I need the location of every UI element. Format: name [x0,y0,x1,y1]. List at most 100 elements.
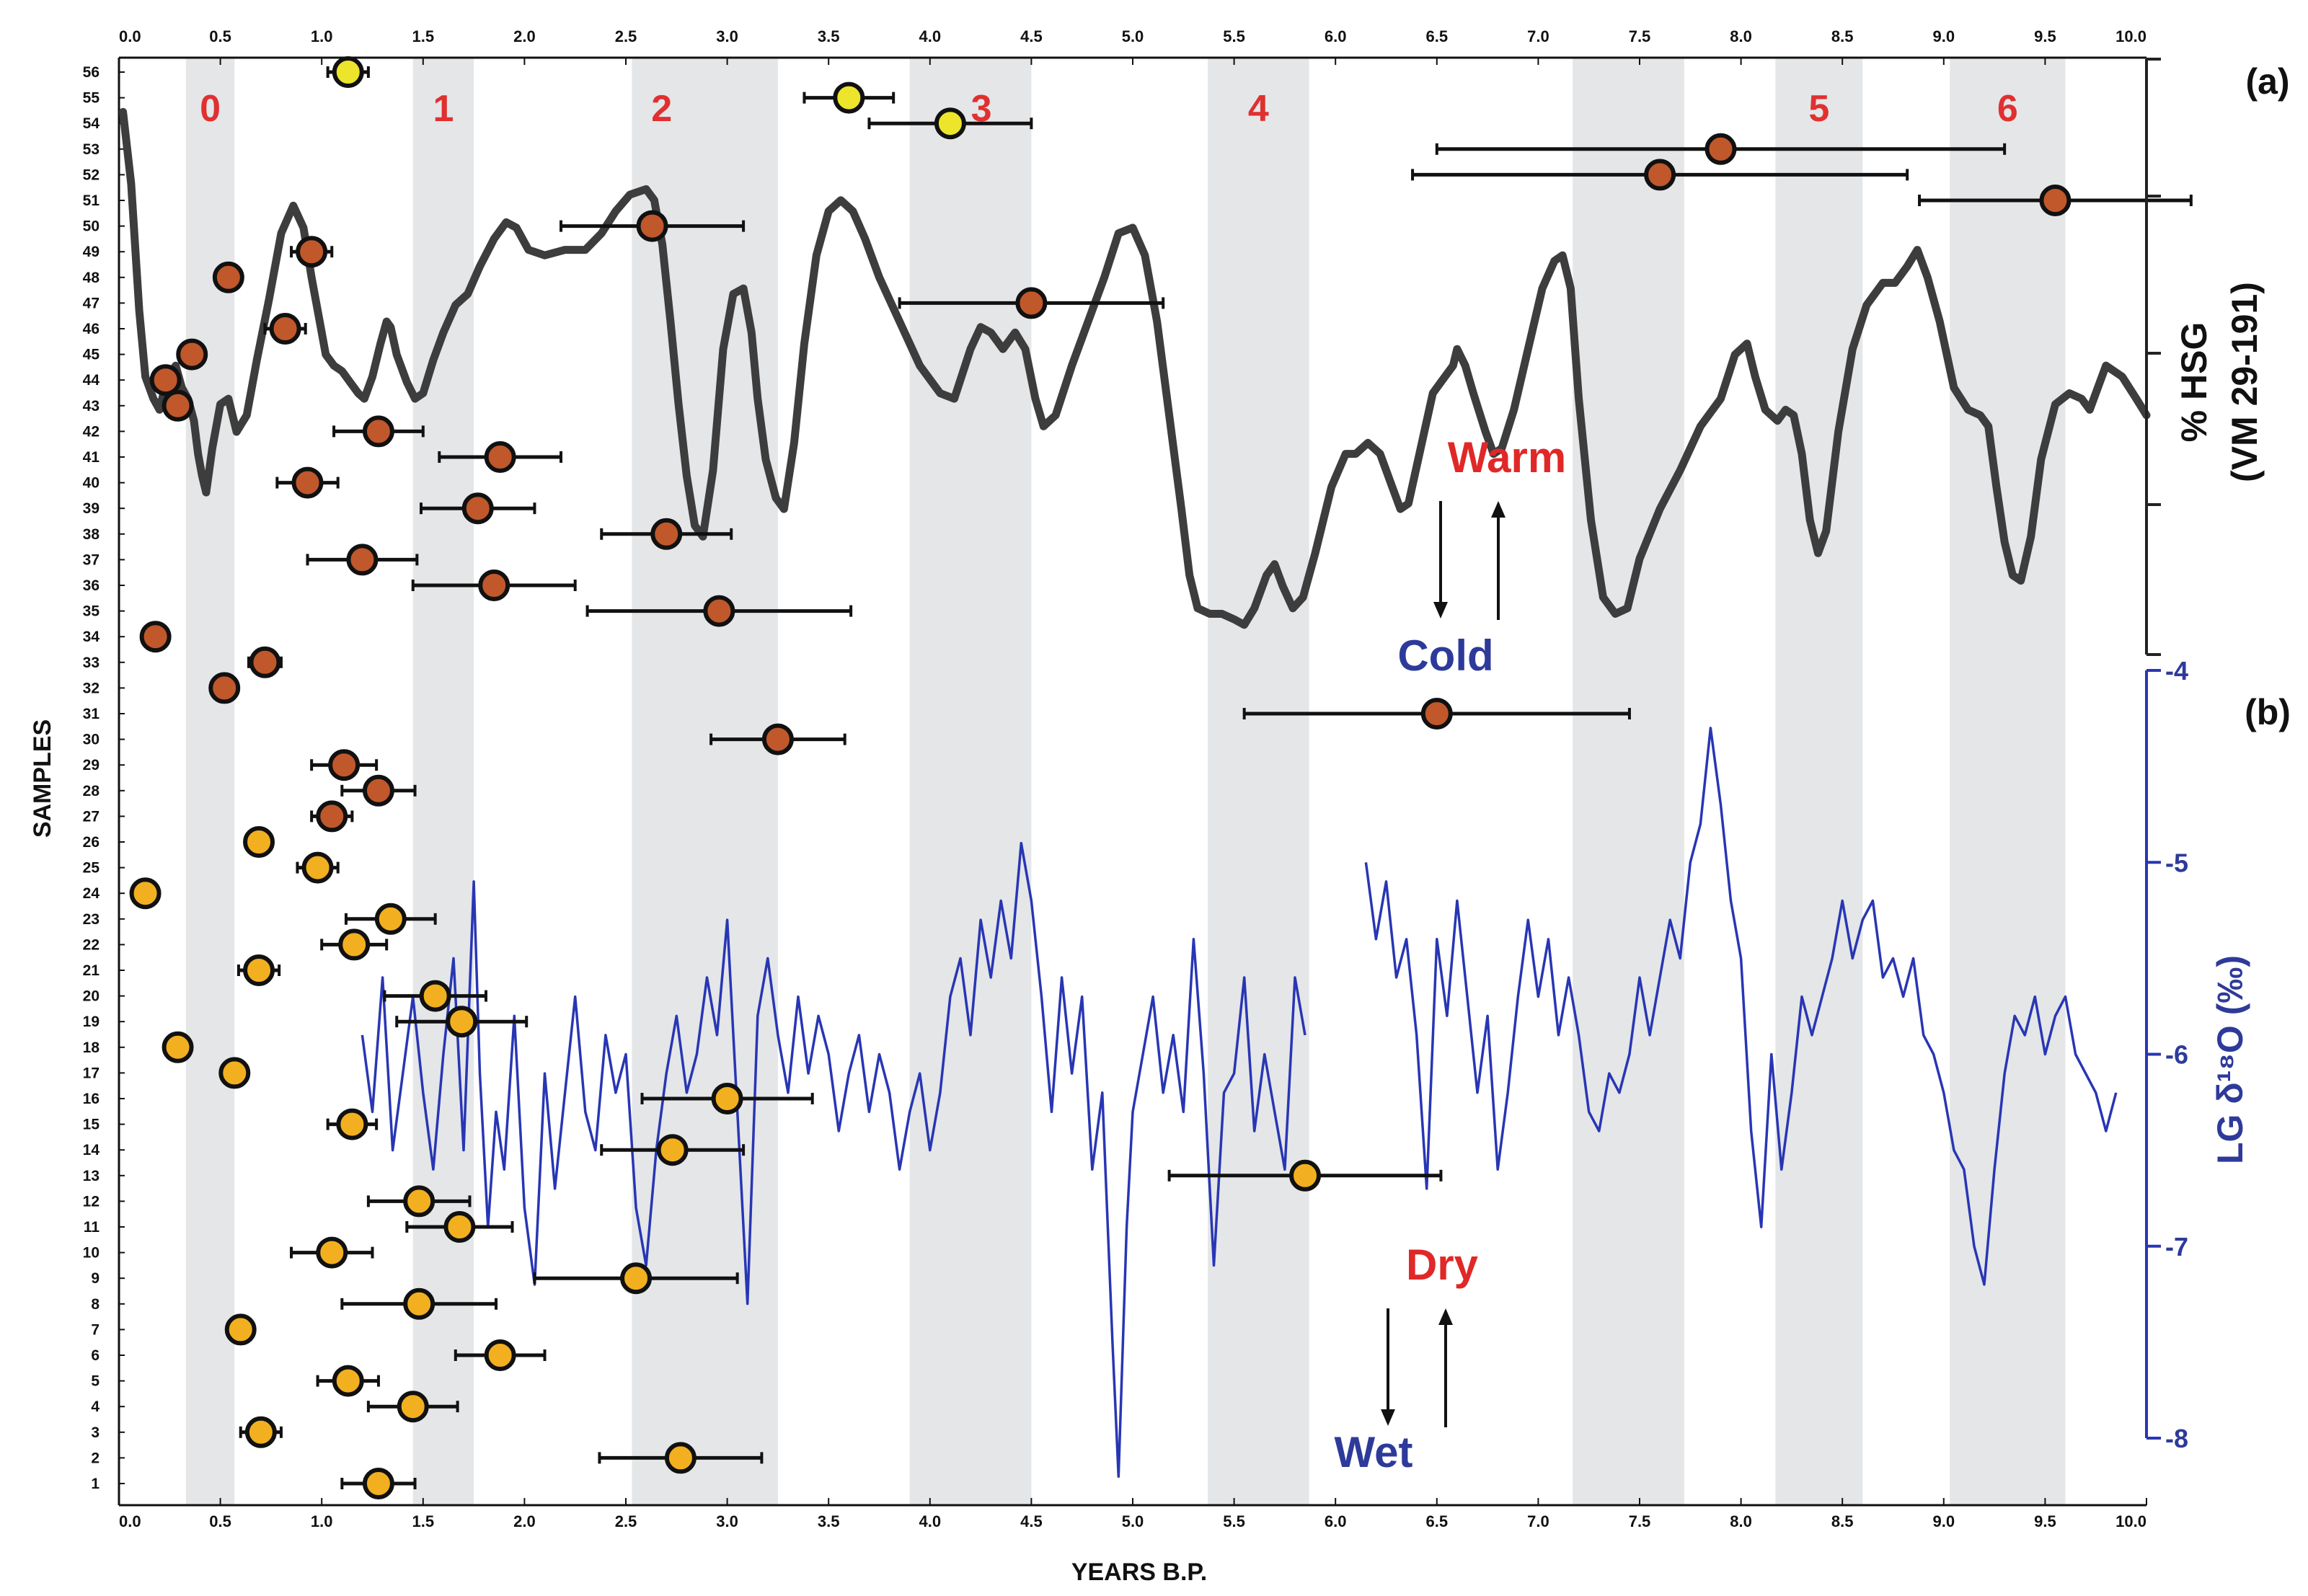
x-tick-top-label: 5.0 [1122,27,1144,45]
lg-axis-tick-label: -5 [2165,848,2188,877]
x-tick-top-label: 8.5 [1831,27,1854,45]
sample-points [129,56,2193,1499]
sample-point [443,1211,476,1243]
y-tick-label: 32 [83,680,100,696]
sample-point [129,877,162,910]
x-tick-bottom-label: 9.0 [1933,1512,1955,1530]
y-tick-label: 3 [91,1424,100,1441]
band-3 [909,58,1032,1505]
sample-point [269,313,301,345]
x-tick-bottom-label: 7.5 [1629,1512,1651,1530]
x-tick-top-label: 10.0 [2115,27,2146,45]
sample-point [316,1236,348,1269]
x-tick-bottom-label: 6.0 [1325,1512,1347,1530]
y-tick-label: 33 [83,655,100,671]
band-5 [1573,58,1684,1505]
y-tick-label: 55 [83,90,100,107]
hsg-axis-label-2: (VM 29-191) [2224,282,2265,482]
sample-point [162,389,194,422]
sample-point [176,338,208,371]
y-axis-label: SAMPLES [29,719,56,838]
sample-point [212,261,244,293]
arrow-wet-head [1381,1409,1395,1426]
x-tick-top-label: 2.0 [513,27,536,45]
band-label-1: 1 [433,88,454,130]
band-label-3: 3 [971,88,992,130]
sample-point [446,1006,478,1038]
x-tick-bottom-label: 8.0 [1730,1512,1752,1530]
sample-point [2039,185,2072,216]
y-tick-label: 36 [83,577,100,594]
x-tick-bottom-label: 4.5 [1020,1512,1043,1530]
sample-point [336,1108,368,1140]
y-tick-label: 4 [91,1398,100,1415]
x-tick-top-label: 0.0 [119,27,141,45]
annotation-dry: Dry [1406,1241,1479,1289]
x-tick-top-label: 3.0 [716,27,738,45]
y-tick-label: 28 [83,783,100,799]
y-tick-label: 49 [83,244,100,260]
x-tick-top-label: 1.5 [412,27,435,45]
sample-point [218,1057,251,1089]
x-tick-bottom-label: 1.0 [311,1512,333,1530]
y-tick-label: 10 [83,1245,100,1262]
sample-point [243,826,275,858]
y-tick-label: 29 [83,757,100,773]
y-tick-label: 24 [83,885,100,902]
sample-point [328,749,361,781]
sample-point [332,1365,364,1397]
sample-point [397,1391,429,1423]
y-tick-label: 16 [83,1091,100,1107]
sample-point [1644,159,1676,191]
y-tick-label: 46 [83,321,100,337]
y-tick-label: 37 [83,551,100,568]
x-tick-bottom-label: 2.5 [615,1512,637,1530]
y-tick-label: 41 [83,449,100,466]
sample-point [149,364,182,396]
lg-axis-tick-label: -7 [2165,1232,2188,1262]
y-tick-label: 54 [83,115,100,132]
y-tick-label: 8 [91,1296,100,1313]
y-tick-label: 17 [83,1065,100,1081]
x-tick-bottom-label: 3.5 [818,1512,840,1530]
x-tick-bottom-label: 5.0 [1122,1512,1144,1530]
y-tick-label: 26 [83,834,100,851]
x-tick-top-label: 4.0 [919,27,942,45]
x-tick-top-label: 0.5 [209,27,231,45]
arrow-warm-head [1491,501,1505,518]
x-tick-bottom-label: 3.0 [716,1512,738,1530]
sample-point [362,774,394,807]
sample-point [374,903,407,935]
y-tick-label: 52 [83,167,100,183]
sample-point [934,107,966,140]
sample-point [332,56,364,88]
sample-point [636,210,668,242]
y-tick-label: 22 [83,936,100,953]
y-tick-label: 19 [83,1014,100,1030]
y-tick-label: 43 [83,398,100,414]
x-tick-top-label: 9.0 [1933,27,1955,45]
sample-point [1705,133,1737,165]
y-tick-label: 25 [83,860,100,877]
y-tick-label: 13 [83,1168,100,1184]
y-tick-label: 38 [83,526,100,543]
series-lines [119,107,2151,1478]
sample-point [249,646,281,678]
y-tick-label: 1 [91,1476,100,1492]
x-tick-top-label: 1.0 [311,27,333,45]
x-axis-label: YEARS B.P. [1071,1559,1207,1586]
y-tick-label: 11 [84,1219,100,1236]
x-tick-bottom-label: 5.5 [1223,1512,1245,1530]
y-tick-label: 2 [91,1450,100,1466]
sample-point [1015,287,1048,319]
sample-point [362,1468,394,1499]
x-tick-top-label: 7.0 [1527,27,1549,45]
sample-point [338,928,371,961]
sample-point [761,723,794,755]
sample-point [664,1442,697,1474]
band-labels: 0 1 2 3 4 5 6 [200,88,2018,130]
y-tick-label: 31 [83,706,100,722]
y-tick-label: 53 [83,141,100,158]
x-tick-bottom-label: 1.5 [412,1512,435,1530]
